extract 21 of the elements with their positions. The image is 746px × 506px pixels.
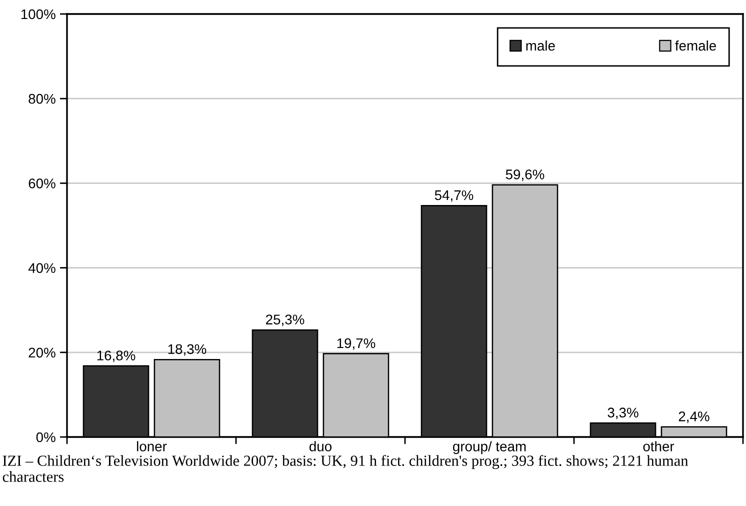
text: IZI – Children‘s Television Worldwide 2007; basis: UK, 91 h fict. children's prog.; 393 fict. shows; 2121 human characters bbox=[2, 455, 688, 482]
data-label: 16,8% bbox=[97, 350, 136, 362]
data-label: 25,3% bbox=[266, 314, 304, 326]
legend-label: male bbox=[526, 40, 555, 51]
y-tick-label: 100% bbox=[21, 9, 56, 20]
y-tick-label: 0% bbox=[36, 432, 56, 442]
data-label: 54,7% bbox=[434, 190, 474, 202]
data-label: 18,3% bbox=[168, 344, 206, 356]
y-tick-label: 40% bbox=[28, 263, 56, 273]
y-tick-label: 60% bbox=[28, 178, 56, 188]
x-tick-label: other bbox=[643, 441, 674, 452]
data-label: 19,7% bbox=[337, 338, 376, 350]
data-label: 2,4% bbox=[678, 411, 710, 423]
x-tick-label: loner bbox=[136, 441, 167, 452]
legend-label: female bbox=[675, 40, 716, 51]
x-tick-label: group/ team bbox=[453, 441, 526, 454]
x-tick-label: duo bbox=[310, 441, 332, 452]
y-tick-label: 20% bbox=[28, 348, 56, 358]
data-label: 59,6% bbox=[506, 170, 544, 182]
data-label: 3,3% bbox=[608, 408, 638, 420]
y-tick-label: 80% bbox=[28, 94, 56, 104]
